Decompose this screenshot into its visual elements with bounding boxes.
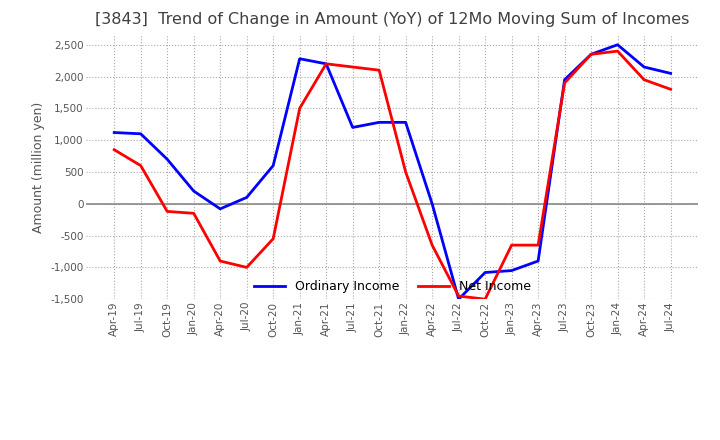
Ordinary Income [216, 206, 225, 212]
Ordinary Income [613, 42, 622, 48]
Ordinary Income [348, 125, 357, 130]
Line: Ordinary Income: Ordinary Income [114, 45, 670, 299]
Ordinary Income [163, 157, 171, 162]
Net Income [216, 258, 225, 264]
Net Income [666, 87, 675, 92]
Ordinary Income [375, 120, 384, 125]
Net Income [560, 80, 569, 85]
Net Income [136, 163, 145, 168]
Net Income [243, 265, 251, 270]
Ordinary Income [640, 64, 649, 70]
Net Income [163, 209, 171, 214]
Net Income [110, 147, 119, 152]
Net Income [613, 48, 622, 54]
Net Income [401, 169, 410, 175]
Y-axis label: Amount (million yen): Amount (million yen) [32, 102, 45, 233]
Ordinary Income [428, 201, 436, 206]
Ordinary Income [243, 195, 251, 200]
Net Income [587, 51, 595, 57]
Ordinary Income [322, 61, 330, 66]
Ordinary Income [481, 270, 490, 275]
Ordinary Income [534, 258, 542, 264]
Line: Net Income: Net Income [114, 51, 670, 299]
Ordinary Income [269, 163, 277, 168]
Title: [3843]  Trend of Change in Amount (YoY) of 12Mo Moving Sum of Incomes: [3843] Trend of Change in Amount (YoY) o… [95, 12, 690, 27]
Ordinary Income [508, 268, 516, 273]
Net Income [295, 106, 304, 111]
Net Income [189, 211, 198, 216]
Ordinary Income [454, 297, 463, 302]
Net Income [454, 293, 463, 299]
Ordinary Income [295, 56, 304, 61]
Ordinary Income [136, 131, 145, 136]
Net Income [508, 242, 516, 248]
Ordinary Income [560, 77, 569, 82]
Net Income [322, 61, 330, 66]
Ordinary Income [189, 188, 198, 194]
Net Income [269, 236, 277, 242]
Legend: Ordinary Income, Net Income: Ordinary Income, Net Income [248, 275, 536, 298]
Ordinary Income [110, 130, 119, 135]
Net Income [640, 77, 649, 82]
Net Income [348, 64, 357, 70]
Net Income [428, 242, 436, 248]
Ordinary Income [666, 71, 675, 76]
Ordinary Income [401, 120, 410, 125]
Net Income [534, 242, 542, 248]
Net Income [375, 68, 384, 73]
Net Income [481, 297, 490, 302]
Ordinary Income [587, 51, 595, 57]
